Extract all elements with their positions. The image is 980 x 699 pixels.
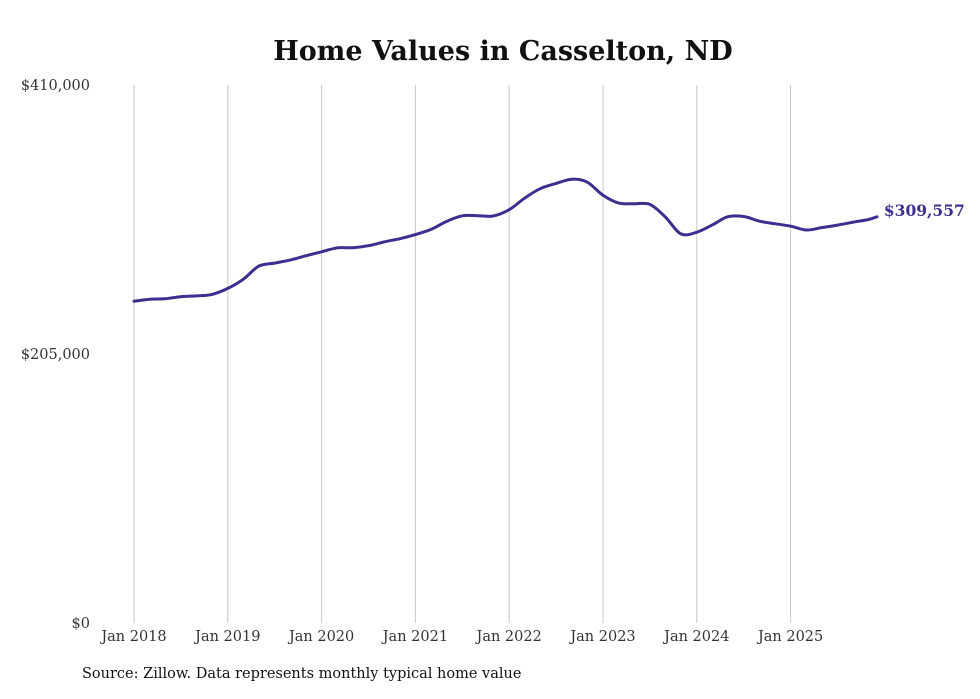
y-tick-label: $0: [72, 616, 90, 632]
series-line: [132, 177, 879, 303]
x-axis-ticks: Jan 2018 Jan 2019 Jan 2020 Jan 2021 Jan 2022…: [99, 629, 823, 645]
source-note: Source: Zillow. Data represents monthly …: [82, 666, 522, 682]
x-tick-label: Jan 2018: [99, 629, 166, 645]
x-tick-label: Jan 2022: [475, 629, 542, 645]
y-axis-ticks: $0 $205,000 $410,000: [21, 78, 90, 632]
x-tick-label: Jan 2025: [756, 629, 823, 645]
x-tick-label: Jan 2024: [662, 629, 729, 645]
x-tick-label: Jan 2020: [287, 629, 354, 645]
series-group: [132, 177, 879, 303]
x-tick-label: Jan 2023: [568, 629, 635, 645]
x-tick-label: Jan 2021: [381, 629, 448, 645]
x-tick-label: Jan 2019: [193, 629, 260, 645]
y-tick-label: $410,000: [21, 78, 90, 94]
y-tick-label: $205,000: [21, 347, 90, 363]
end-value-label: $309,557: [884, 201, 965, 220]
gridlines: [133, 85, 792, 623]
chart-title: Home Values in Casselton, ND: [273, 36, 732, 67]
